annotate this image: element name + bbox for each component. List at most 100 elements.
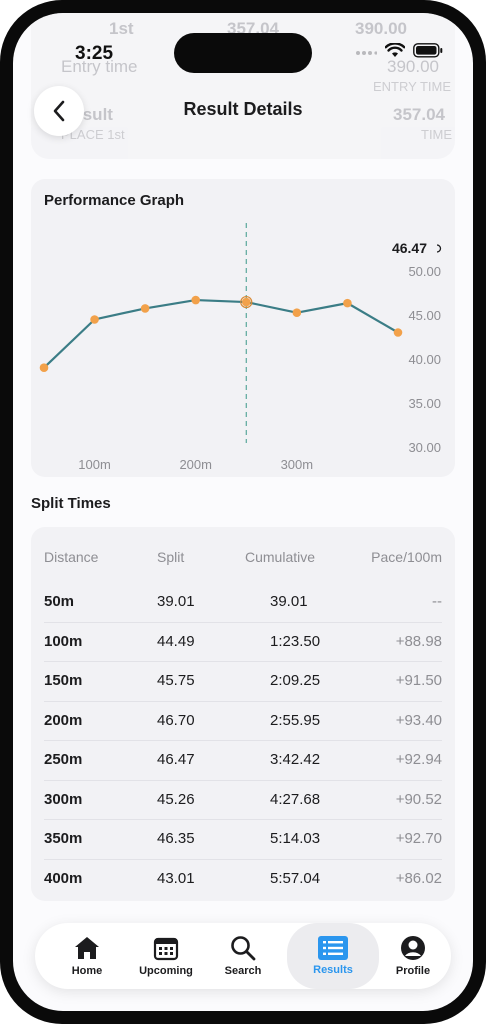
tab-upcoming[interactable]: Upcoming: [135, 923, 197, 989]
row-split: 46.70: [157, 711, 195, 729]
y-tick-label: 40.00: [408, 352, 441, 367]
y-tick-label: 50.00: [408, 264, 441, 279]
home-icon: [75, 937, 99, 959]
row-divider: [44, 779, 442, 781]
row-pace: +91.50: [395, 672, 442, 689]
tab-search-label: Search: [224, 965, 262, 977]
row-divider: [44, 819, 442, 820]
table-row: 400m 43.01 5:57.04 +86.02: [44, 860, 442, 900]
row-distance: 150m: [44, 672, 83, 689]
row-cumulative: 4:27.68: [270, 790, 321, 808]
data-point: [241, 297, 251, 307]
row-distance: 100m: [44, 632, 83, 650]
refresh-icon: [436, 244, 442, 253]
row-split: 45.75: [157, 672, 195, 689]
bg-place: 1st: [109, 19, 134, 38]
signal-icon: [355, 44, 378, 62]
row-split: 45.26: [157, 790, 195, 808]
header-pace: Pace/100m: [371, 549, 442, 565]
performance-graph-card: Performance Graph 50.00 45.00 40.00 35.00 30…: [31, 179, 455, 477]
row-divider: [44, 858, 442, 860]
tab-bar: Home Upcoming Search Results Profile: [35, 923, 451, 989]
wifi-icon: [384, 42, 406, 63]
header-split: Split: [157, 549, 185, 565]
tab-search[interactable]: Search: [221, 923, 265, 989]
table-row: 300m 45.26 4:27.68 +90.52: [44, 781, 442, 820]
row-cumulative: 2:09.25: [270, 672, 321, 689]
data-point: [393, 328, 403, 337]
row-cumulative: 1:23.50: [270, 632, 321, 650]
row-divider: [44, 700, 442, 702]
row-pace: +92.94: [395, 751, 442, 768]
y-tick-label: 30.00: [408, 440, 441, 455]
row-cumulative: 5:14.03: [270, 830, 321, 847]
tab-home-label: Home: [71, 965, 103, 977]
back-button[interactable]: [34, 86, 84, 136]
tab-results[interactable]: Results: [287, 923, 379, 989]
x-tick-label: 300m: [281, 457, 314, 472]
chevron-left-icon: [53, 100, 65, 122]
row-distance: 300m: [44, 790, 83, 808]
split-times-title: Split Times: [31, 495, 111, 512]
row-split: 43.01: [157, 869, 195, 887]
calendar-icon: [153, 937, 179, 961]
row-split: 39.01: [157, 593, 195, 610]
tab-profile-label: Profile: [395, 965, 431, 977]
profile-icon: [401, 936, 425, 960]
row-distance: 400m: [44, 869, 83, 887]
row-distance: 200m: [44, 711, 83, 729]
data-point: [343, 298, 352, 308]
performance-chart[interactable]: 50.00 45.00 40.00 35.00 30.00 100m 200m 300m 46.…: [31, 179, 455, 477]
x-tick-label: 100m: [78, 457, 111, 472]
status-time: 3:25: [75, 43, 114, 64]
tab-upcoming-label: Upcoming: [139, 965, 193, 977]
row-pace: +93.40: [395, 711, 442, 729]
row-distance: 250m: [44, 751, 83, 768]
data-point: [191, 295, 201, 305]
series-line: [43, 298, 399, 369]
status-icons: [355, 42, 443, 63]
row-divider: [44, 621, 442, 623]
page-title: Result Details: [183, 99, 303, 119]
bg-entry: 390.00: [355, 19, 407, 38]
bg-entry-sub: ENTRY TIME: [373, 79, 452, 94]
table-row: 100m 44.49 1:23.50 +88.98: [44, 623, 442, 662]
table-row: 50m 39.01 39.01 --: [44, 583, 442, 623]
bg-time-sub: TIME: [421, 127, 453, 142]
tab-home[interactable]: Home: [65, 923, 109, 989]
row-split: 44.49: [157, 632, 195, 650]
data-point: [140, 304, 150, 313]
y-tick-label: 35.00: [408, 396, 441, 411]
selected-point-ring: [240, 295, 253, 309]
row-pace: +88.98: [395, 632, 442, 650]
bg-entry-label: Entry time: [61, 57, 138, 76]
battery-icon: [413, 43, 443, 63]
screen: 1st 357.04 390.00 Entry time 390.00 ENTR…: [13, 13, 473, 1011]
list-icon: [318, 936, 348, 960]
search-icon: [231, 936, 256, 961]
bg-place-sub: PLACE 1st: [61, 127, 125, 142]
bg-entry-value: 390.00: [387, 57, 439, 76]
table-row: 250m 46.47 3:42.42 +92.94: [44, 741, 442, 781]
x-tick-label: 200m: [179, 457, 212, 472]
tab-results-label: Results: [313, 964, 353, 976]
table-row: 200m 46.70 2:55.95 +93.40: [44, 702, 442, 741]
row-pace: +90.52: [395, 790, 442, 808]
row-pace: --: [432, 593, 442, 610]
row-cumulative: 39.01: [270, 593, 308, 610]
row-divider: [44, 661, 442, 662]
table-row: 150m 45.75 2:09.25 +91.50: [44, 662, 442, 702]
row-cumulative: 3:42.42: [270, 751, 321, 768]
row-cumulative: 2:55.95: [270, 711, 321, 729]
data-point: [90, 315, 99, 324]
row-pace: +92.70: [395, 830, 442, 847]
dynamic-island: [174, 33, 312, 73]
row-cumulative: 5:57.04: [270, 869, 321, 887]
header-cumulative: Cumulative: [245, 549, 316, 565]
tab-profile[interactable]: Profile: [391, 923, 435, 989]
graph-title: Performance Graph: [44, 192, 185, 209]
split-times-table: Distance Split Cumulative Pace/100m 50m 3…: [31, 527, 455, 901]
row-split: 46.47: [157, 751, 195, 768]
row-distance: 350m: [44, 830, 83, 847]
